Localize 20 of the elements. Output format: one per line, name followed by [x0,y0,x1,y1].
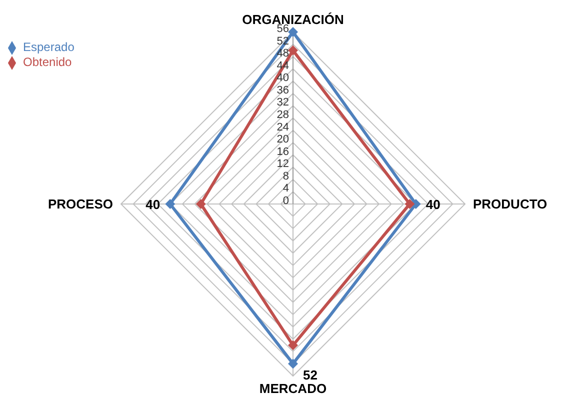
legend-label: Esperado [23,40,74,54]
y-tick-label: 20 [276,134,289,146]
spoke-label: PROCESO [48,196,113,212]
data-label: 40 [146,197,160,212]
y-tick-label: 8 [282,170,289,182]
spoke-label: PRODUCTO [473,196,548,212]
data-label: 40 [426,197,440,212]
y-tick-label: 12 [276,158,289,170]
y-tick-label: 16 [276,146,289,158]
y-tick-label: 0 [282,195,289,207]
y-tick-label: 24 [276,121,289,134]
legend-label: Obtenido [23,54,72,69]
y-tick-label: 32 [276,96,289,109]
y-tick-label: 4 [282,182,289,195]
spoke-label: MERCADO [259,381,327,396]
y-tick-label: 36 [276,84,289,96]
y-tick-label: 28 [276,109,289,121]
y-tick-label: 56 [276,23,289,35]
y-tick-label: 40 [276,72,289,84]
data-label: 52 [303,368,318,383]
